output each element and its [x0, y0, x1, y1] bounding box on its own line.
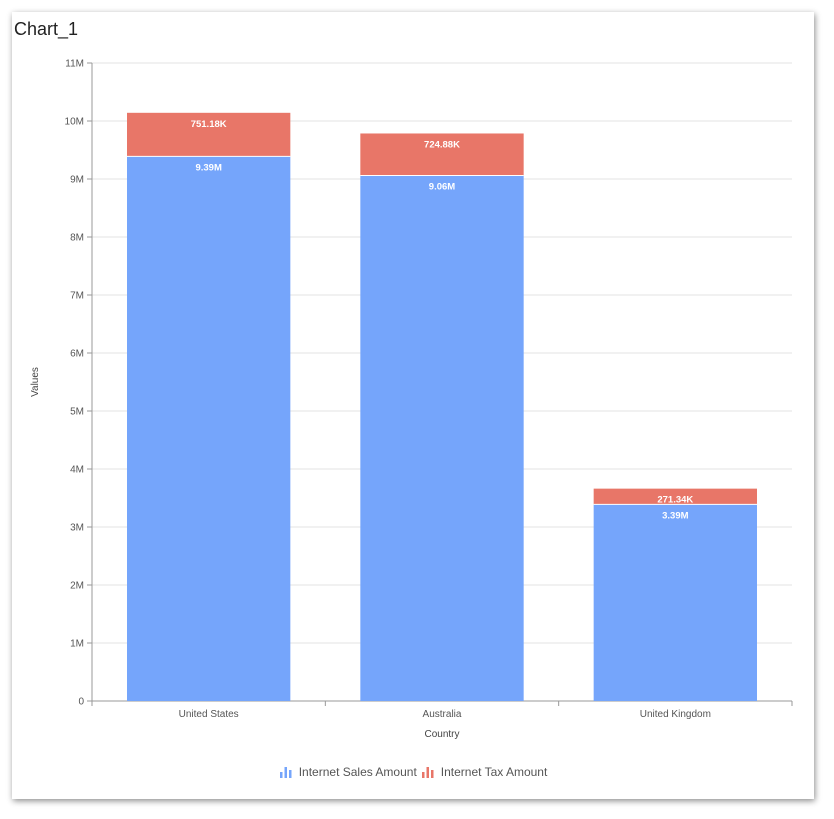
- bar-tax[interactable]: [593, 488, 757, 505]
- bar-chart-icon: [279, 767, 292, 778]
- x-tick-label: United Kingdom: [640, 709, 711, 720]
- legend: Internet Sales Amount Internet Tax Amoun…: [12, 762, 814, 782]
- bar-tax[interactable]: [127, 112, 291, 157]
- x-tick-label: Australia: [423, 709, 462, 720]
- y-tick-label: 7M: [70, 291, 84, 302]
- bar-sales[interactable]: [360, 175, 524, 701]
- x-axis-title: Country: [424, 729, 459, 740]
- y-tick-label: 2M: [70, 581, 84, 592]
- y-tick-label: 1M: [70, 639, 84, 650]
- data-label: 9.06M: [429, 182, 455, 193]
- y-tick-label: 0: [78, 697, 84, 708]
- x-tick-label: United States: [179, 709, 239, 720]
- data-label: 724.88K: [424, 139, 460, 150]
- y-tick-label: 6M: [70, 349, 84, 360]
- y-tick-label: 11M: [65, 59, 84, 70]
- y-tick-label: 9M: [70, 175, 84, 186]
- bar-sales[interactable]: [593, 504, 757, 701]
- data-label: 3.39M: [662, 510, 688, 521]
- bar-chart-icon: [421, 767, 434, 778]
- chart-plot: 0 1M 2M 3M 4M 5M 6M 7M 8M 9M 10M 11M United States Au…: [30, 59, 793, 740]
- bar-sales[interactable]: [127, 156, 291, 701]
- axes: 0 1M 2M 3M 4M 5M 6M 7M 8M 9M 10M 11M United States Au…: [65, 59, 793, 720]
- bars: [127, 112, 757, 701]
- chart-widget: Chart_1 0 1M 2M 3M 4M 5M 6M 7M 8M 9M 10M 11M United …: [12, 12, 814, 799]
- bar-tax[interactable]: [360, 133, 524, 176]
- legend-label-sales: Internet Sales Amount: [298, 765, 417, 779]
- y-tick-label: 5M: [70, 407, 84, 418]
- data-labels: 9.39M 751.18K 9.06M 724.88K 3.39M 271.34K: [191, 119, 694, 522]
- y-axis-title: Values: [30, 367, 41, 397]
- y-tick-label: 10M: [65, 117, 84, 128]
- y-tick-label: 3M: [70, 523, 84, 534]
- data-label: 9.39M: [195, 162, 221, 173]
- legend-label-tax: Internet Tax Amount: [440, 765, 548, 779]
- legend-item-tax[interactable]: Internet Tax Amount: [421, 765, 548, 779]
- data-label: 271.34K: [657, 495, 693, 506]
- chart-title: Chart_1: [14, 19, 79, 39]
- y-tick-label: 4M: [70, 465, 84, 476]
- y-tick-label: 8M: [70, 233, 84, 244]
- legend-item-sales[interactable]: Internet Sales Amount: [279, 765, 417, 779]
- data-label: 751.18K: [191, 119, 227, 130]
